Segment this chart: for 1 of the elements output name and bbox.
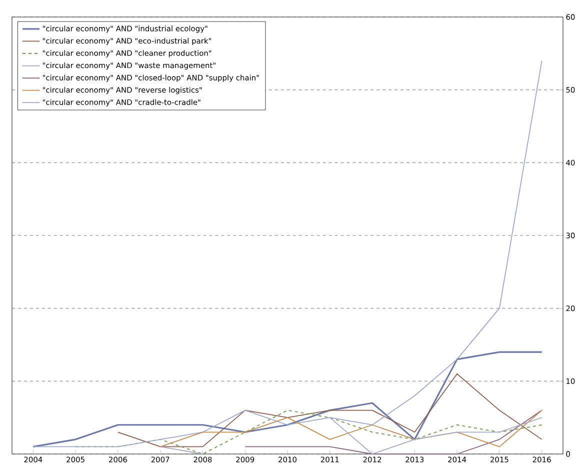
line-series — [118, 373, 542, 448]
